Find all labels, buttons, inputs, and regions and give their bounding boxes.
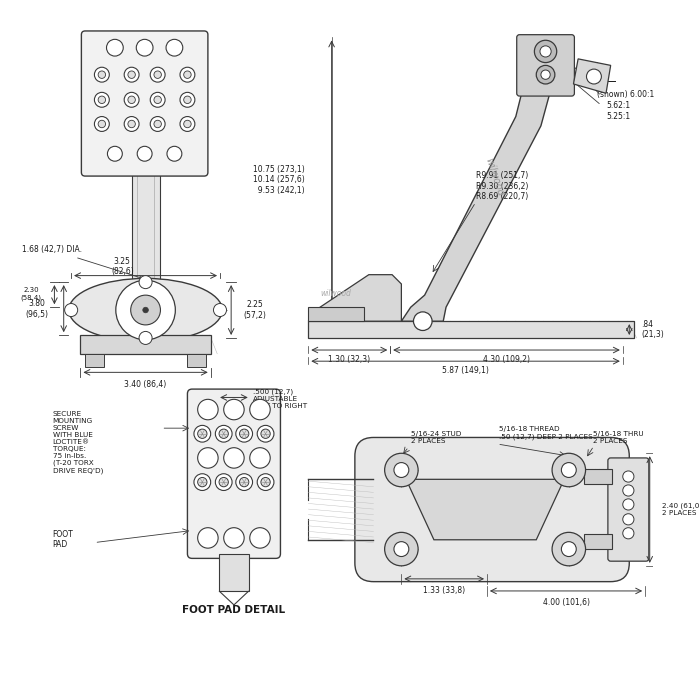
- Circle shape: [180, 117, 195, 131]
- Text: wilwood: wilwood: [321, 288, 351, 298]
- Circle shape: [124, 92, 139, 107]
- Circle shape: [236, 474, 253, 491]
- Circle shape: [219, 477, 228, 487]
- Circle shape: [154, 120, 162, 127]
- Circle shape: [224, 448, 244, 468]
- Polygon shape: [309, 307, 364, 321]
- Text: 5/16-18 THREAD
.50 (12,7) DEEP 2 PLACES: 5/16-18 THREAD .50 (12,7) DEEP 2 PLACES: [499, 426, 593, 439]
- Circle shape: [64, 303, 78, 317]
- Bar: [132, 173, 160, 307]
- Circle shape: [136, 39, 153, 56]
- Text: FOOT
PAD: FOOT PAD: [52, 530, 74, 549]
- Text: 1.68 (42,7) DIA.: 1.68 (42,7) DIA.: [22, 245, 142, 279]
- Text: 2.30
(58,4): 2.30 (58,4): [21, 287, 42, 301]
- Circle shape: [250, 528, 270, 548]
- Circle shape: [194, 474, 211, 491]
- Circle shape: [166, 39, 183, 56]
- Circle shape: [150, 67, 165, 82]
- Text: 2.25
(57,2): 2.25 (57,2): [243, 301, 266, 319]
- Circle shape: [98, 71, 106, 78]
- Circle shape: [214, 303, 227, 317]
- Text: 10.75 (273,1)
10.14 (257,6)
  9.53 (242,1): 10.75 (273,1) 10.14 (257,6) 9.53 (242,1): [253, 165, 304, 195]
- Circle shape: [216, 474, 232, 491]
- Circle shape: [250, 399, 270, 420]
- Bar: [584, 469, 612, 484]
- FancyBboxPatch shape: [188, 389, 281, 558]
- Circle shape: [414, 312, 432, 330]
- Circle shape: [261, 429, 270, 438]
- Circle shape: [98, 120, 106, 127]
- Text: 1.30 (32,3): 1.30 (32,3): [328, 355, 370, 364]
- Text: 5.62:1: 5.62:1: [606, 101, 630, 110]
- Circle shape: [541, 70, 550, 80]
- Text: .500 (12,7)
ADJUSTABLE
LEFT TO RIGHT: .500 (12,7) ADJUSTABLE LEFT TO RIGHT: [253, 388, 307, 408]
- Circle shape: [623, 499, 634, 510]
- Circle shape: [128, 71, 135, 78]
- Circle shape: [394, 542, 409, 557]
- Text: (shown) 6.00:1: (shown) 6.00:1: [596, 90, 654, 98]
- Circle shape: [384, 454, 418, 487]
- Circle shape: [180, 92, 195, 107]
- Ellipse shape: [69, 278, 223, 342]
- Circle shape: [623, 485, 634, 496]
- Bar: [188, 354, 206, 367]
- Circle shape: [561, 462, 576, 477]
- Text: 1.33 (33,8): 1.33 (33,8): [423, 586, 466, 594]
- Polygon shape: [406, 479, 564, 540]
- Circle shape: [194, 425, 211, 442]
- Bar: [85, 354, 104, 367]
- Circle shape: [167, 146, 182, 161]
- Text: 4.00 (101,6): 4.00 (101,6): [542, 598, 589, 607]
- Circle shape: [106, 39, 123, 56]
- Circle shape: [197, 448, 218, 468]
- Bar: [584, 534, 612, 549]
- Circle shape: [216, 425, 232, 442]
- Circle shape: [257, 474, 274, 491]
- Circle shape: [94, 67, 109, 82]
- Text: 3.25
(82,6): 3.25 (82,6): [111, 257, 134, 276]
- Circle shape: [139, 332, 152, 344]
- Circle shape: [116, 280, 175, 340]
- FancyBboxPatch shape: [608, 458, 649, 561]
- Bar: [80, 335, 211, 354]
- Circle shape: [552, 454, 586, 487]
- Circle shape: [224, 528, 244, 548]
- Circle shape: [239, 429, 248, 438]
- Circle shape: [183, 71, 191, 78]
- Bar: [219, 554, 248, 591]
- Circle shape: [394, 462, 409, 477]
- Circle shape: [180, 67, 195, 82]
- Circle shape: [197, 528, 218, 548]
- Text: 5.87 (149,1): 5.87 (149,1): [442, 366, 489, 375]
- Text: 4.30 (109,2): 4.30 (109,2): [483, 355, 530, 364]
- Circle shape: [128, 96, 135, 104]
- Circle shape: [587, 69, 601, 84]
- Circle shape: [540, 46, 551, 57]
- Circle shape: [143, 307, 148, 313]
- FancyBboxPatch shape: [355, 437, 629, 582]
- Polygon shape: [573, 59, 610, 93]
- Text: 2.40 (61,0)
2 PLACES: 2.40 (61,0) 2 PLACES: [662, 502, 700, 516]
- Text: 3.80
(96,5): 3.80 (96,5): [25, 299, 48, 319]
- Text: SECURE
MOUNTING
SCREW
WITH BLUE
LOCTITE®
TORQUE:
75 in-lbs.
(T-20 TORX
DRIVE REQ: SECURE MOUNTING SCREW WITH BLUE LOCTITE®…: [52, 410, 103, 474]
- Text: PEDAL
RATIOS:: PEDAL RATIOS:: [576, 62, 606, 82]
- Circle shape: [623, 471, 634, 482]
- Circle shape: [219, 429, 228, 438]
- FancyBboxPatch shape: [81, 31, 208, 176]
- Circle shape: [131, 295, 160, 325]
- Circle shape: [197, 399, 218, 420]
- Circle shape: [154, 71, 162, 78]
- Circle shape: [239, 477, 248, 487]
- Circle shape: [154, 96, 162, 104]
- Text: wilwood: wilwood: [484, 156, 505, 197]
- Text: 5/16-24 STUD
2 PLACES: 5/16-24 STUD 2 PLACES: [411, 431, 461, 444]
- Circle shape: [150, 117, 165, 131]
- Circle shape: [261, 477, 270, 487]
- Circle shape: [257, 425, 274, 442]
- Text: R9.91 (251,7)
R9.30 (236,2)
R8.69 (220,7): R9.91 (251,7) R9.30 (236,2) R8.69 (220,7…: [476, 171, 528, 202]
- Circle shape: [137, 146, 152, 161]
- Circle shape: [384, 532, 418, 566]
- Bar: [309, 321, 634, 338]
- Circle shape: [98, 96, 106, 104]
- Circle shape: [534, 40, 556, 63]
